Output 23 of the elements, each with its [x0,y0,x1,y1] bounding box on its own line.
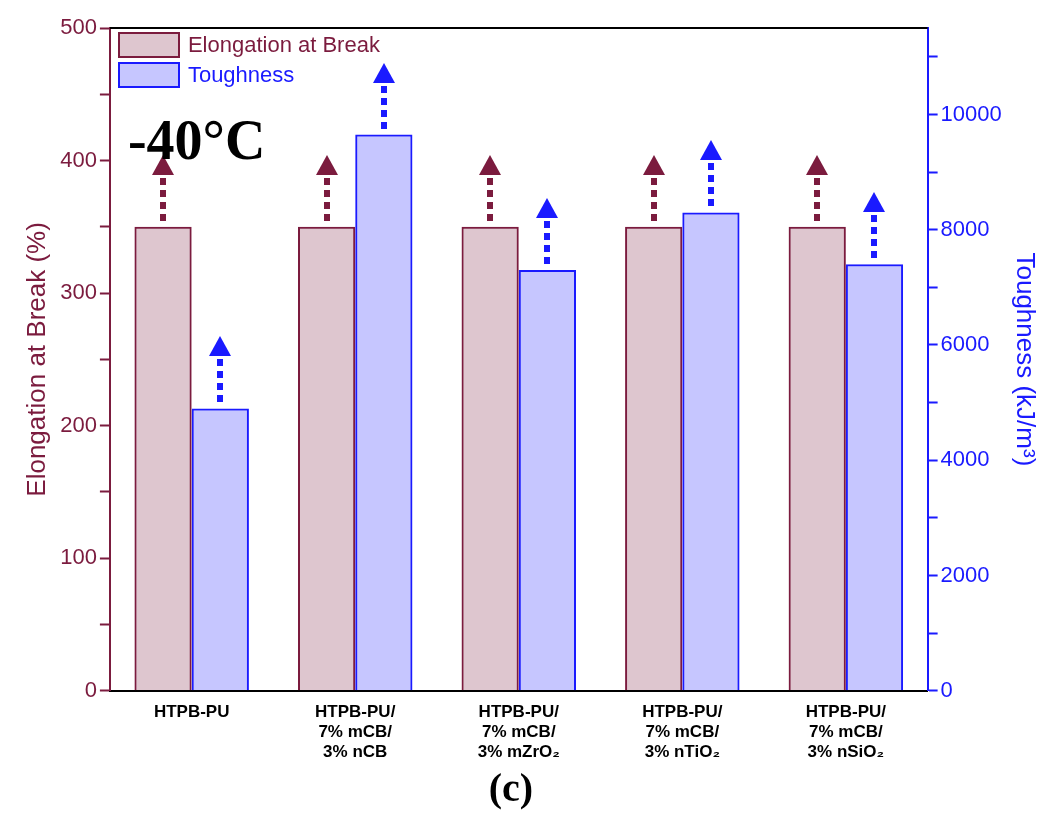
y2-axis-title: Toughness (kJ/m³) [1011,252,1042,467]
x-tick-label: HTPB-PU/ 7% mCB/ 3% mZrO₂ [477,701,560,762]
y2-tick-label: 2000 [940,561,990,587]
legend-label: Toughness [187,62,295,88]
text: (c) [488,764,534,811]
y2-tick-label: 8000 [940,215,990,241]
y-tick-label: 100 [60,544,97,570]
x-tick-label: HTPB-PU [153,701,230,721]
y-tick-label: 500 [60,14,97,40]
annotation: -40°C [127,108,266,172]
legend-label: Elongation at Break [187,32,380,58]
y2-tick-label: 4000 [940,446,990,472]
y-tick-label: 0 [84,676,97,702]
y2-tick-label: 6000 [940,331,990,357]
y-axis-title: Elongation at Break (%) [20,222,51,497]
y-tick-label: 400 [60,146,97,172]
x-tick-label: HTPB-PU/ 7% mCB/ 3% nSiO₂ [805,701,887,762]
y2-tick-label: 10000 [940,100,1002,126]
y-tick-label: 300 [60,279,97,305]
x-tick-label: HTPB-PU/ 7% mCB/ 3% nTiO₂ [642,701,723,762]
x-tick-label: HTPB-PU/ 7% mCB/ 3% nCB [315,701,396,762]
y-tick-label: 200 [60,411,97,437]
y2-tick-label: 0 [940,676,953,702]
